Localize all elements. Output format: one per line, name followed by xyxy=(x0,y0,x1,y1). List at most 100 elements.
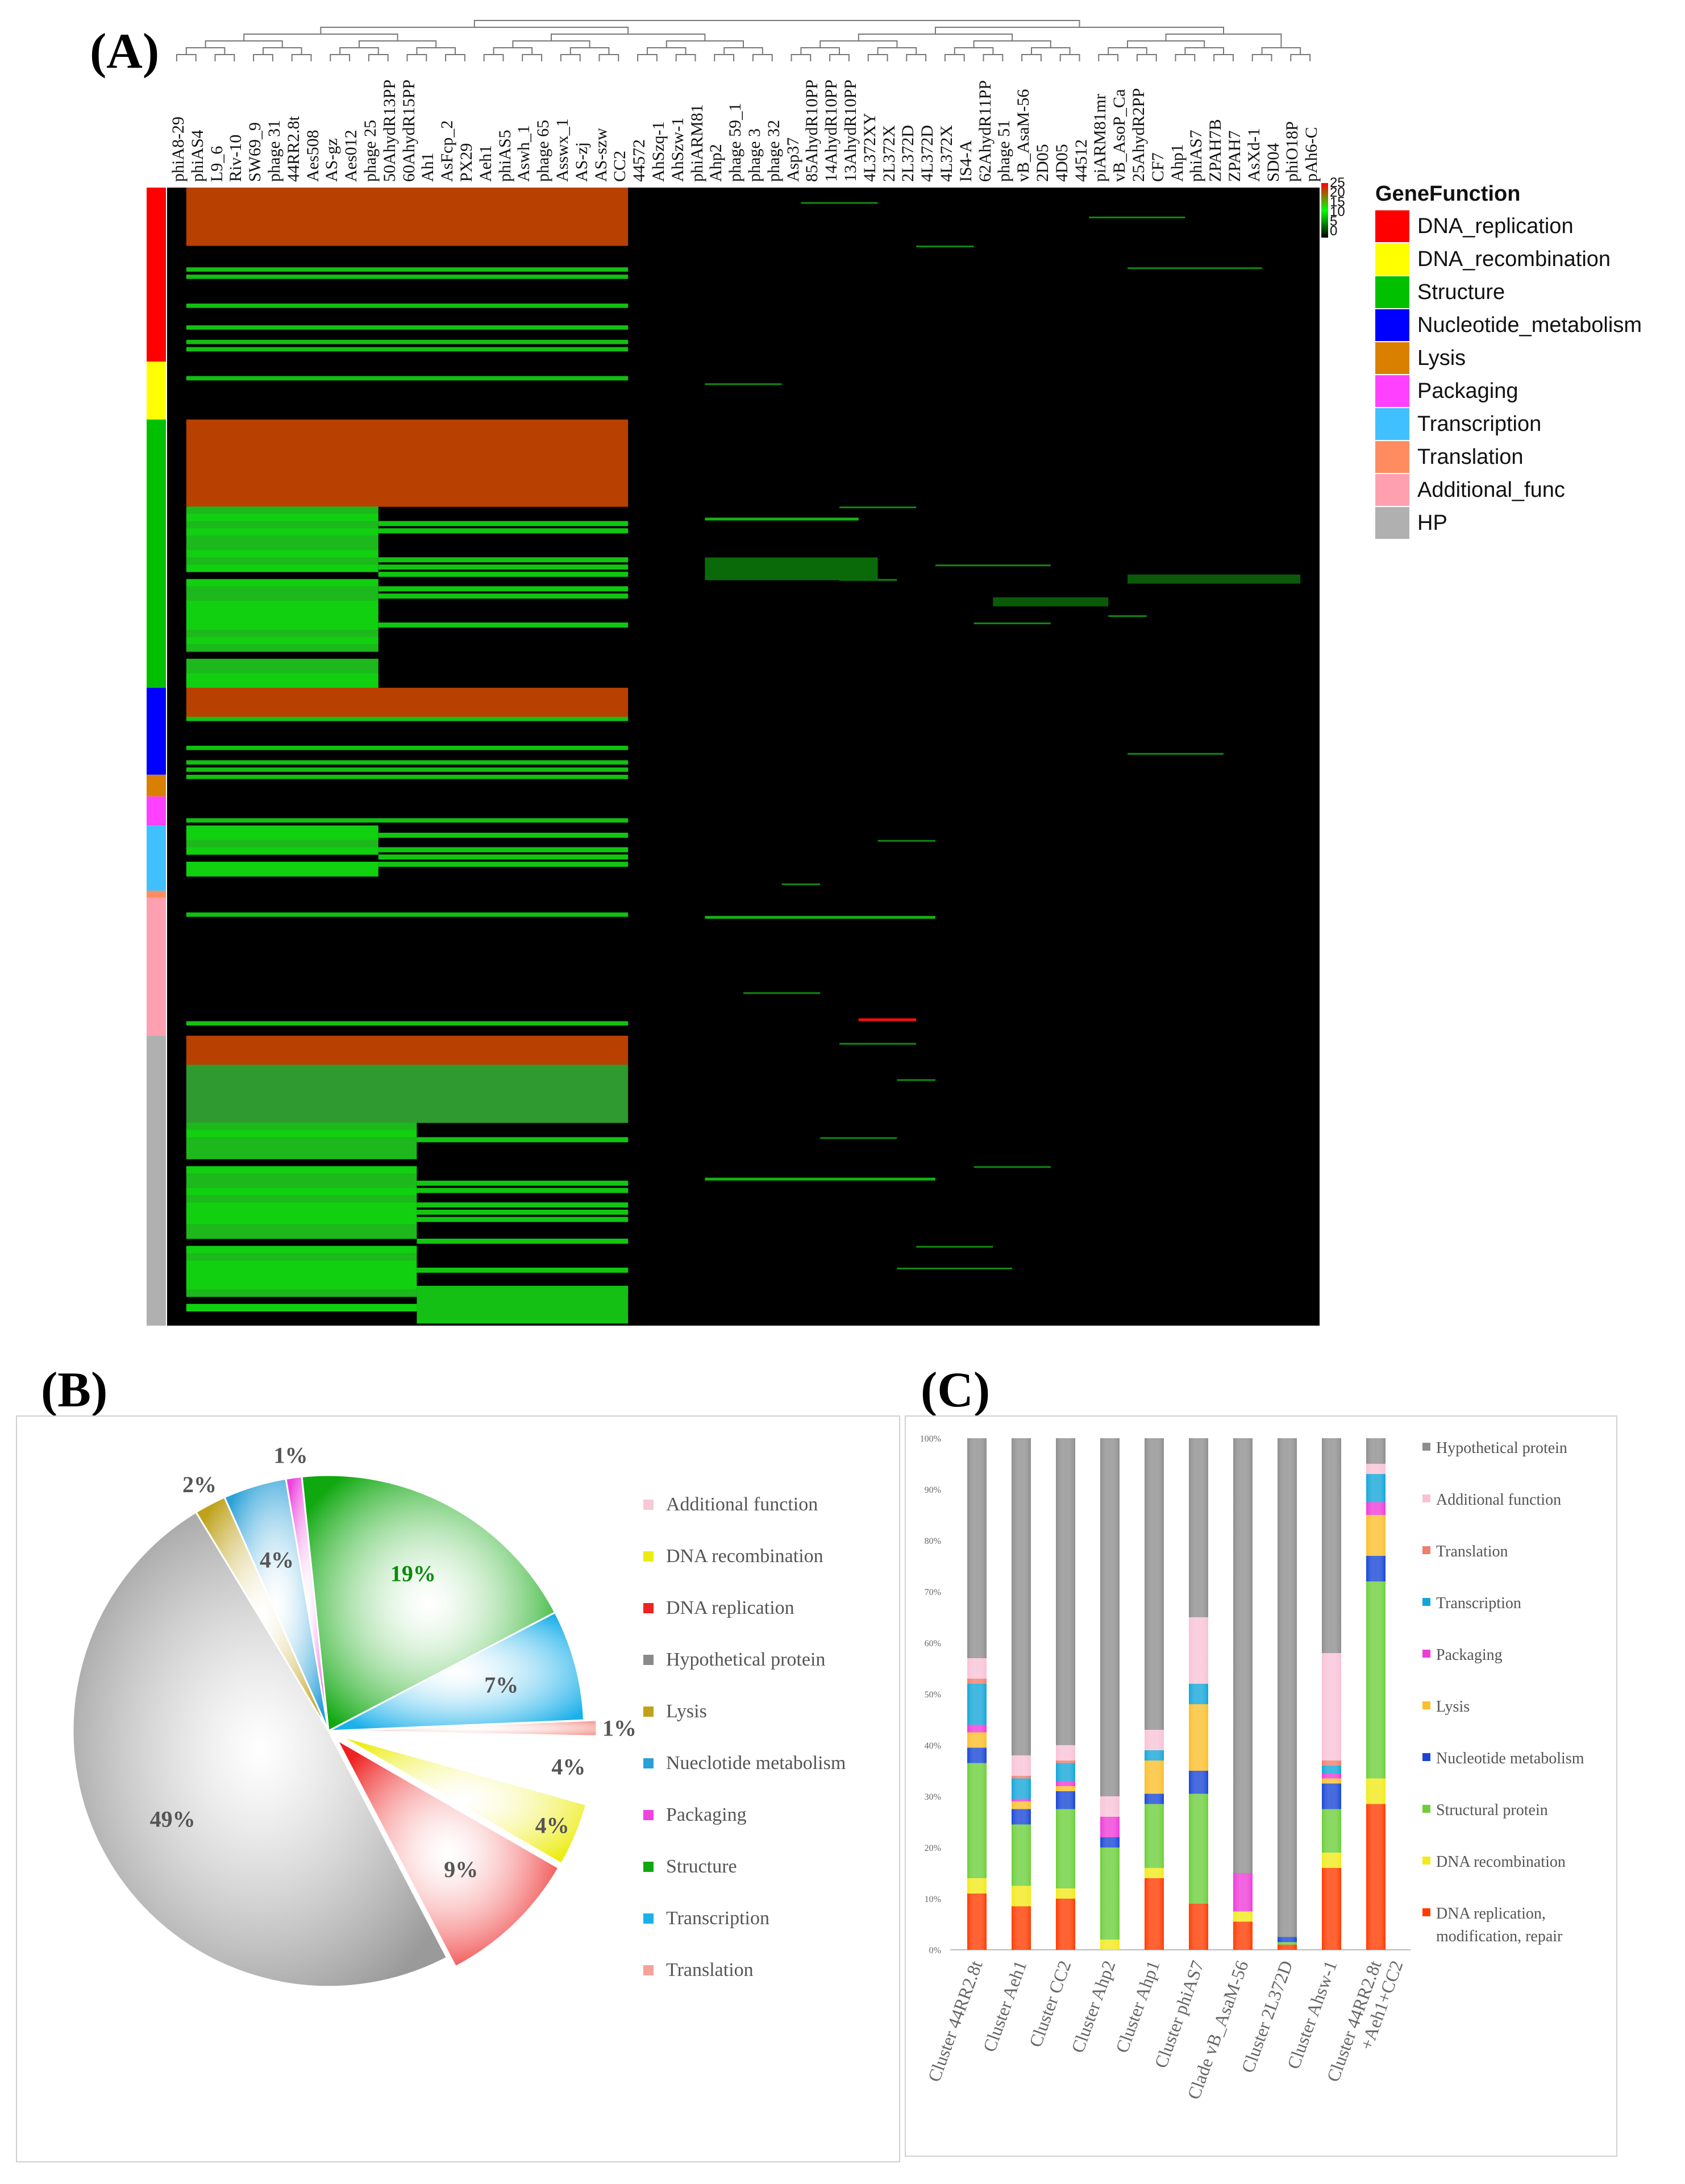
heatmap-block xyxy=(186,608,378,616)
bar-legend-item: DNA recombination xyxy=(1422,1851,1624,1874)
legend-swatch xyxy=(1375,375,1409,407)
bar-segment-highlight xyxy=(1056,1786,1075,1791)
color-scale-tick: 15 xyxy=(1330,194,1345,210)
heatmap-block xyxy=(378,571,629,577)
heatmap-line xyxy=(973,622,1051,625)
pie-slice-label: 9% xyxy=(444,1857,478,1882)
heatmap-block xyxy=(186,600,378,609)
y-axis-tick-label: 60% xyxy=(925,1639,941,1649)
bar-segment-highlight xyxy=(967,1763,987,1878)
legend-label: Hypothetical protein xyxy=(666,1649,826,1670)
y-axis-tick-label: 10% xyxy=(925,1895,941,1904)
heatmap-block xyxy=(186,1267,417,1276)
heatmap-block xyxy=(186,506,378,514)
heatmap-block xyxy=(186,644,378,652)
bar-segment-highlight xyxy=(1100,1940,1120,1950)
heatmap-block xyxy=(186,1166,417,1174)
legend-label: DNA replication, modification, repair xyxy=(1436,1905,1563,1945)
panel-b-label: (B) xyxy=(41,1363,108,1418)
heatmap-block xyxy=(186,1086,629,1094)
panel-c-label: (C) xyxy=(921,1363,991,1418)
heatmap-block xyxy=(186,774,629,779)
heatmap-block xyxy=(378,847,629,853)
color-scale-tick: 25 xyxy=(1330,175,1345,190)
heatmap-block xyxy=(993,597,1109,607)
bar-segment-highlight xyxy=(1056,1745,1075,1761)
pie-legend-item: Lysis xyxy=(643,1701,707,1722)
pie-slice-label: 1% xyxy=(602,1716,636,1741)
legend-label: Structure xyxy=(1417,280,1505,304)
heatmap-block xyxy=(186,528,378,536)
bar-segment-highlight xyxy=(1278,1438,1297,1937)
bar-segment-highlight xyxy=(1056,1888,1075,1899)
heatmap-block xyxy=(417,1188,629,1193)
x-axis-category-label: Cluster Ahp2 xyxy=(1067,1958,1120,2056)
heatmap-line xyxy=(705,916,935,919)
heatmap-block xyxy=(186,492,629,500)
bar-segment-highlight xyxy=(1366,1438,1386,1464)
heatmap-block xyxy=(378,586,629,592)
heatmap-block xyxy=(186,194,629,203)
heatmap-block xyxy=(186,1093,629,1102)
legend-swatch xyxy=(1422,1650,1430,1658)
heatmap-block xyxy=(186,304,629,308)
bar-segment-highlight xyxy=(1322,1868,1341,1950)
legend-swatch xyxy=(1422,1753,1430,1761)
heatmap-line xyxy=(839,1043,917,1045)
heatmap-block xyxy=(417,1180,629,1186)
bar-segment-highlight xyxy=(967,1732,987,1748)
heatmap-block xyxy=(186,1130,417,1137)
legend-label: Additional function xyxy=(666,1494,818,1515)
heatmap-block xyxy=(186,188,629,196)
heatmap-block xyxy=(378,521,629,526)
legend-swatch xyxy=(643,1862,654,1872)
heatmap-line xyxy=(705,517,859,521)
y-axis-tick-label: 20% xyxy=(925,1843,941,1853)
bar-segment-highlight xyxy=(1366,1464,1386,1474)
heatmap-block xyxy=(186,1303,417,1311)
pie-slice-label: 1% xyxy=(273,1443,307,1468)
pie-chart: 19% 7% 1% 4% 4% 9% 49% 2% 4% 1% xyxy=(72,1443,636,1988)
legend-label: Lysis xyxy=(666,1701,707,1722)
pie-slice-dna-recombination xyxy=(339,1735,588,1865)
x-axis-category-label: Cluster 44RR2.8t xyxy=(923,1958,986,2085)
pie-legend-item: Transcription xyxy=(643,1908,769,1929)
row-group-bar-Packaging xyxy=(147,796,166,826)
heatmap-block xyxy=(186,666,378,674)
heatmap-block xyxy=(186,231,629,239)
bar-legend-item: Transcription xyxy=(1422,1592,1624,1615)
heatmap-line xyxy=(820,1137,897,1139)
legend-label: Nucleotide_metabolism xyxy=(1417,313,1642,337)
heatmap-block xyxy=(186,339,629,344)
heatmap-legend-item: Structure xyxy=(1375,276,1505,308)
bar-segment-highlight xyxy=(1278,1942,1297,1945)
heatmap-block xyxy=(186,695,629,703)
pie-slice-label: 4% xyxy=(535,1812,569,1838)
heatmap-block xyxy=(186,1274,417,1282)
pie-slice-label: 19% xyxy=(390,1560,436,1586)
bar-segment-highlight xyxy=(967,1747,987,1763)
bar-segment-highlight xyxy=(1012,1799,1031,1801)
legend-swatch xyxy=(1375,474,1409,506)
heatmap-block xyxy=(186,1260,417,1268)
heatmap-block xyxy=(186,499,629,507)
heatmap-block xyxy=(186,420,629,427)
heatmap-block xyxy=(186,586,378,594)
heatmap-block xyxy=(378,528,629,534)
heatmap-block xyxy=(186,564,378,572)
panel-a-label: (A) xyxy=(90,24,160,79)
legend-swatch xyxy=(643,1965,654,1975)
legend-label: Additional function xyxy=(1436,1491,1562,1509)
x-axis-category-label: Cluster Aeh1 xyxy=(979,1958,1030,2054)
bar-legend-item: Hypothetical protein xyxy=(1422,1437,1624,1460)
bar-legend-item: Lysis xyxy=(1422,1696,1624,1718)
heatmap-block xyxy=(186,1188,417,1195)
heatmap-block xyxy=(186,702,629,710)
heatmap-block xyxy=(186,1115,629,1123)
legend-label: Transcription xyxy=(1436,1595,1521,1612)
heatmap-block xyxy=(186,709,629,717)
heatmap-block xyxy=(186,825,378,833)
heatmap-block xyxy=(186,441,629,449)
legend-swatch xyxy=(1375,408,1409,440)
legend-swatch xyxy=(643,1810,654,1820)
